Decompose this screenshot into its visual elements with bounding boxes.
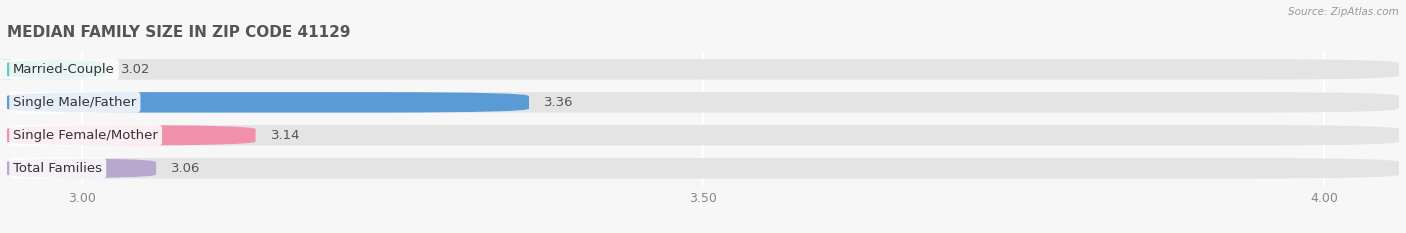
FancyBboxPatch shape xyxy=(0,59,156,80)
Text: 3.36: 3.36 xyxy=(544,96,574,109)
Text: Single Male/Father: Single Male/Father xyxy=(13,96,136,109)
Text: 3.06: 3.06 xyxy=(172,162,201,175)
FancyBboxPatch shape xyxy=(7,125,256,146)
FancyBboxPatch shape xyxy=(7,158,1399,178)
FancyBboxPatch shape xyxy=(7,158,156,178)
Text: 3.02: 3.02 xyxy=(121,63,150,76)
Text: Married-Couple: Married-Couple xyxy=(13,63,115,76)
FancyBboxPatch shape xyxy=(7,92,529,113)
FancyBboxPatch shape xyxy=(7,125,1399,146)
Text: Source: ZipAtlas.com: Source: ZipAtlas.com xyxy=(1288,7,1399,17)
Text: MEDIAN FAMILY SIZE IN ZIP CODE 41129: MEDIAN FAMILY SIZE IN ZIP CODE 41129 xyxy=(7,25,350,41)
Text: Single Female/Mother: Single Female/Mother xyxy=(13,129,157,142)
Text: Total Families: Total Families xyxy=(13,162,103,175)
FancyBboxPatch shape xyxy=(7,59,1399,80)
Text: 3.14: 3.14 xyxy=(270,129,299,142)
FancyBboxPatch shape xyxy=(7,92,1399,113)
